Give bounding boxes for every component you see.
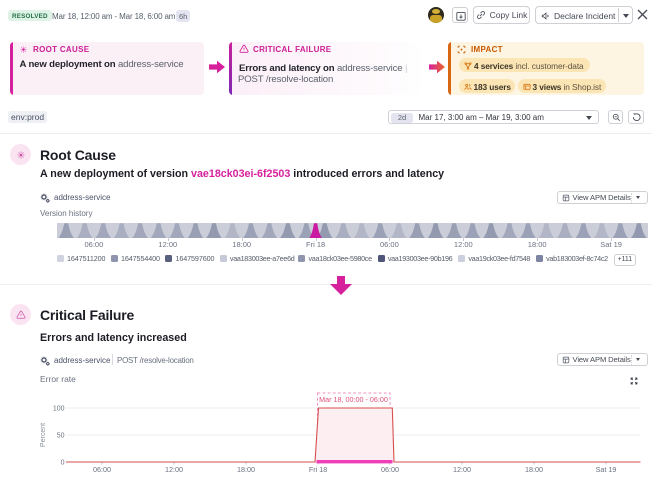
svg-text:Fri 18: Fri 18 (309, 465, 327, 474)
svg-text:12:00: 12:00 (453, 465, 471, 474)
svg-text:06:00: 06:00 (381, 465, 399, 474)
svg-text:100: 100 (53, 406, 65, 413)
svg-text:06:00: 06:00 (93, 465, 111, 474)
svg-text:Mar 18, 00:00 - 06:00: Mar 18, 00:00 - 06:00 (319, 395, 388, 404)
svg-text:12:00: 12:00 (165, 465, 183, 474)
svg-text:Sat 19: Sat 19 (596, 465, 617, 474)
svg-text:Percent: Percent (40, 423, 47, 447)
svg-text:0: 0 (61, 460, 65, 467)
svg-text:18:00: 18:00 (525, 465, 543, 474)
svg-text:50: 50 (57, 433, 65, 440)
svg-text:18:00: 18:00 (237, 465, 255, 474)
